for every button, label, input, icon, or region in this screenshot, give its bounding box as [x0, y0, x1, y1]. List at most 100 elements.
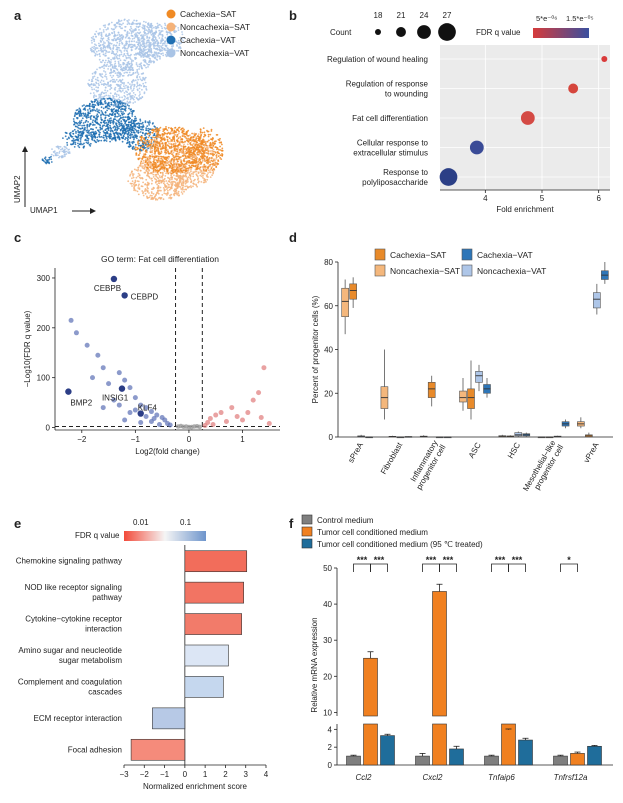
umap-point — [110, 79, 112, 82]
umap-point — [177, 147, 180, 149]
umap-point — [116, 119, 118, 122]
umap-point — [129, 74, 132, 77]
umap-point — [133, 123, 136, 125]
umap-point — [125, 119, 128, 122]
umap-point — [151, 129, 154, 132]
umap-point — [142, 192, 144, 195]
umap-point — [196, 185, 199, 188]
umap-point — [164, 151, 167, 154]
umap-point — [150, 182, 153, 185]
umap-point — [148, 134, 151, 137]
umap-point — [219, 137, 221, 140]
umap-point — [138, 183, 140, 186]
umap-point — [110, 117, 112, 120]
umap-point — [100, 47, 103, 49]
umap-point — [71, 139, 73, 142]
umap-point — [143, 44, 145, 46]
umap-point — [113, 99, 116, 102]
umap-point — [159, 145, 162, 148]
umap-point — [108, 134, 111, 136]
umap-point — [146, 157, 149, 160]
umap-point — [97, 86, 99, 89]
x-tick-label: 4 — [264, 770, 269, 779]
umap-point — [118, 119, 120, 122]
umap-point — [128, 71, 131, 74]
umap-point — [144, 121, 147, 124]
data-point — [73, 330, 79, 336]
umap-point — [109, 47, 112, 50]
umap-point — [120, 100, 123, 103]
umap-point — [160, 52, 163, 55]
umap-point — [115, 122, 118, 125]
umap-point — [193, 153, 196, 156]
umap-point — [123, 44, 126, 47]
umap-point — [94, 98, 96, 101]
umap-point — [187, 146, 190, 149]
umap-point — [203, 146, 206, 148]
umap-point — [210, 146, 213, 149]
umap-point — [128, 32, 131, 34]
umap-point — [212, 158, 215, 161]
umap-point — [184, 140, 187, 143]
data-point — [132, 395, 138, 401]
umap-point — [131, 69, 134, 71]
umap-point — [120, 124, 122, 127]
legend-label: Control medium — [317, 516, 374, 525]
umap-point — [183, 188, 185, 191]
umap-point — [139, 125, 141, 128]
umap-point — [84, 139, 87, 142]
umap-point — [144, 153, 147, 155]
umap-point — [161, 27, 164, 30]
umap-point — [79, 140, 82, 143]
umap-point — [139, 147, 142, 150]
umap-point — [174, 142, 177, 145]
umap-point — [132, 21, 134, 24]
umap-point — [180, 156, 182, 158]
umap-point — [146, 162, 149, 164]
umap-point — [192, 171, 195, 174]
umap-point — [142, 56, 145, 58]
umap-point — [167, 150, 169, 153]
data-point — [601, 56, 608, 62]
umap-point — [145, 127, 148, 130]
umap-point — [139, 120, 142, 122]
umap-point — [95, 89, 98, 92]
umap-point — [93, 51, 96, 54]
umap-point — [96, 139, 99, 141]
umap-point — [131, 133, 134, 136]
umap-point — [173, 163, 176, 166]
umap-point — [103, 45, 106, 47]
labeled-point — [65, 388, 72, 395]
umap-point — [211, 169, 214, 171]
umap-point — [101, 111, 104, 114]
umap-point — [87, 105, 89, 107]
umap-point — [93, 135, 95, 138]
umap-point — [203, 149, 206, 152]
umap-point — [150, 178, 153, 180]
umap-point — [140, 49, 143, 52]
umap-point — [182, 184, 185, 187]
umap-point — [110, 87, 113, 89]
umap-point — [173, 165, 176, 168]
umap-point — [184, 166, 186, 168]
umap-point — [115, 52, 118, 55]
umap-point — [198, 140, 201, 143]
umap-point — [192, 142, 195, 145]
umap-point — [131, 79, 134, 82]
umap-point — [128, 37, 131, 40]
umap-point — [200, 143, 202, 146]
umap-point — [112, 80, 115, 83]
umap-point — [114, 110, 116, 113]
umap-point — [71, 135, 74, 138]
umap-point — [148, 144, 151, 146]
umap-point — [135, 62, 138, 64]
umap-point — [95, 36, 97, 38]
umap-point — [202, 159, 204, 162]
umap-point — [99, 131, 101, 134]
umap-point — [99, 103, 102, 106]
umap-point — [74, 111, 77, 114]
umap-point — [127, 135, 129, 138]
umap-point — [201, 172, 204, 175]
umap-point — [152, 198, 154, 201]
y-tick-label: 4 — [328, 725, 333, 734]
